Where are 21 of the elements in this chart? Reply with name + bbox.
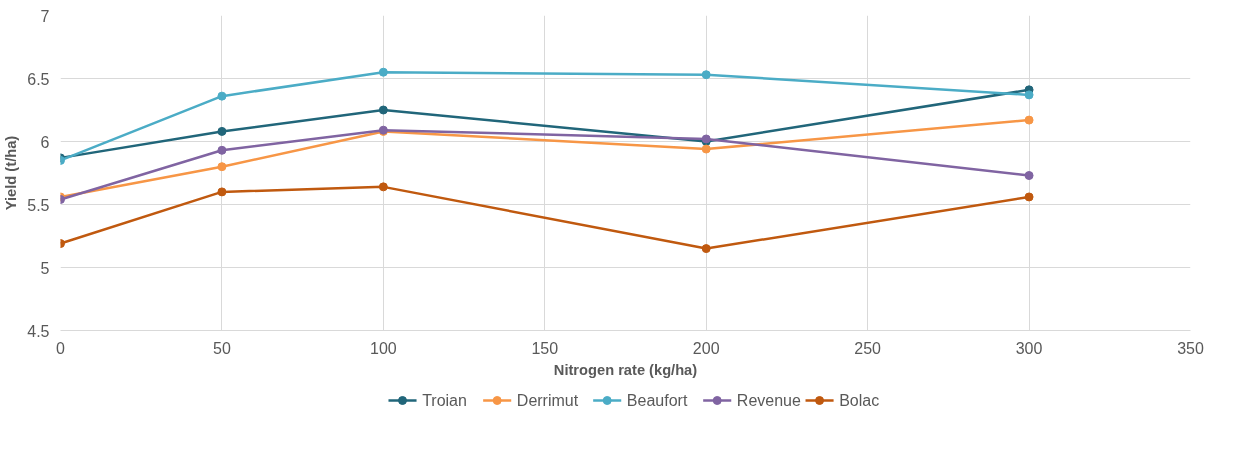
legend-label: Bolac <box>839 392 880 409</box>
y-tick-label: 7 <box>40 7 50 25</box>
legend-label: Troian <box>422 392 467 409</box>
x-tick-label: 350 <box>1177 339 1204 357</box>
y-tick-label: 6 <box>40 133 50 151</box>
x-tick-label: 100 <box>370 339 397 357</box>
y-axis-title: Yield (t/ha) <box>3 135 20 211</box>
legend-label: Derrimut <box>516 392 579 409</box>
x-tick-label: 200 <box>692 339 720 357</box>
legend-label: Revenue <box>736 392 801 409</box>
y-tick-label: 5.5 <box>27 196 50 214</box>
y-tick-label: 6.5 <box>27 70 50 88</box>
x-tick-label: 150 <box>531 339 559 357</box>
y-tick-label: 5 <box>40 259 50 277</box>
legend-label: Beaufort <box>626 392 688 409</box>
y-tick-label: 4.5 <box>27 322 50 340</box>
x-tick-label: 300 <box>1015 339 1043 357</box>
x-tick-label: 250 <box>854 339 882 357</box>
x-axis-title: Nitrogen rate (kg/ha) <box>553 361 698 378</box>
x-tick-label: 0 <box>56 339 66 357</box>
x-tick-label: 50 <box>213 339 231 357</box>
